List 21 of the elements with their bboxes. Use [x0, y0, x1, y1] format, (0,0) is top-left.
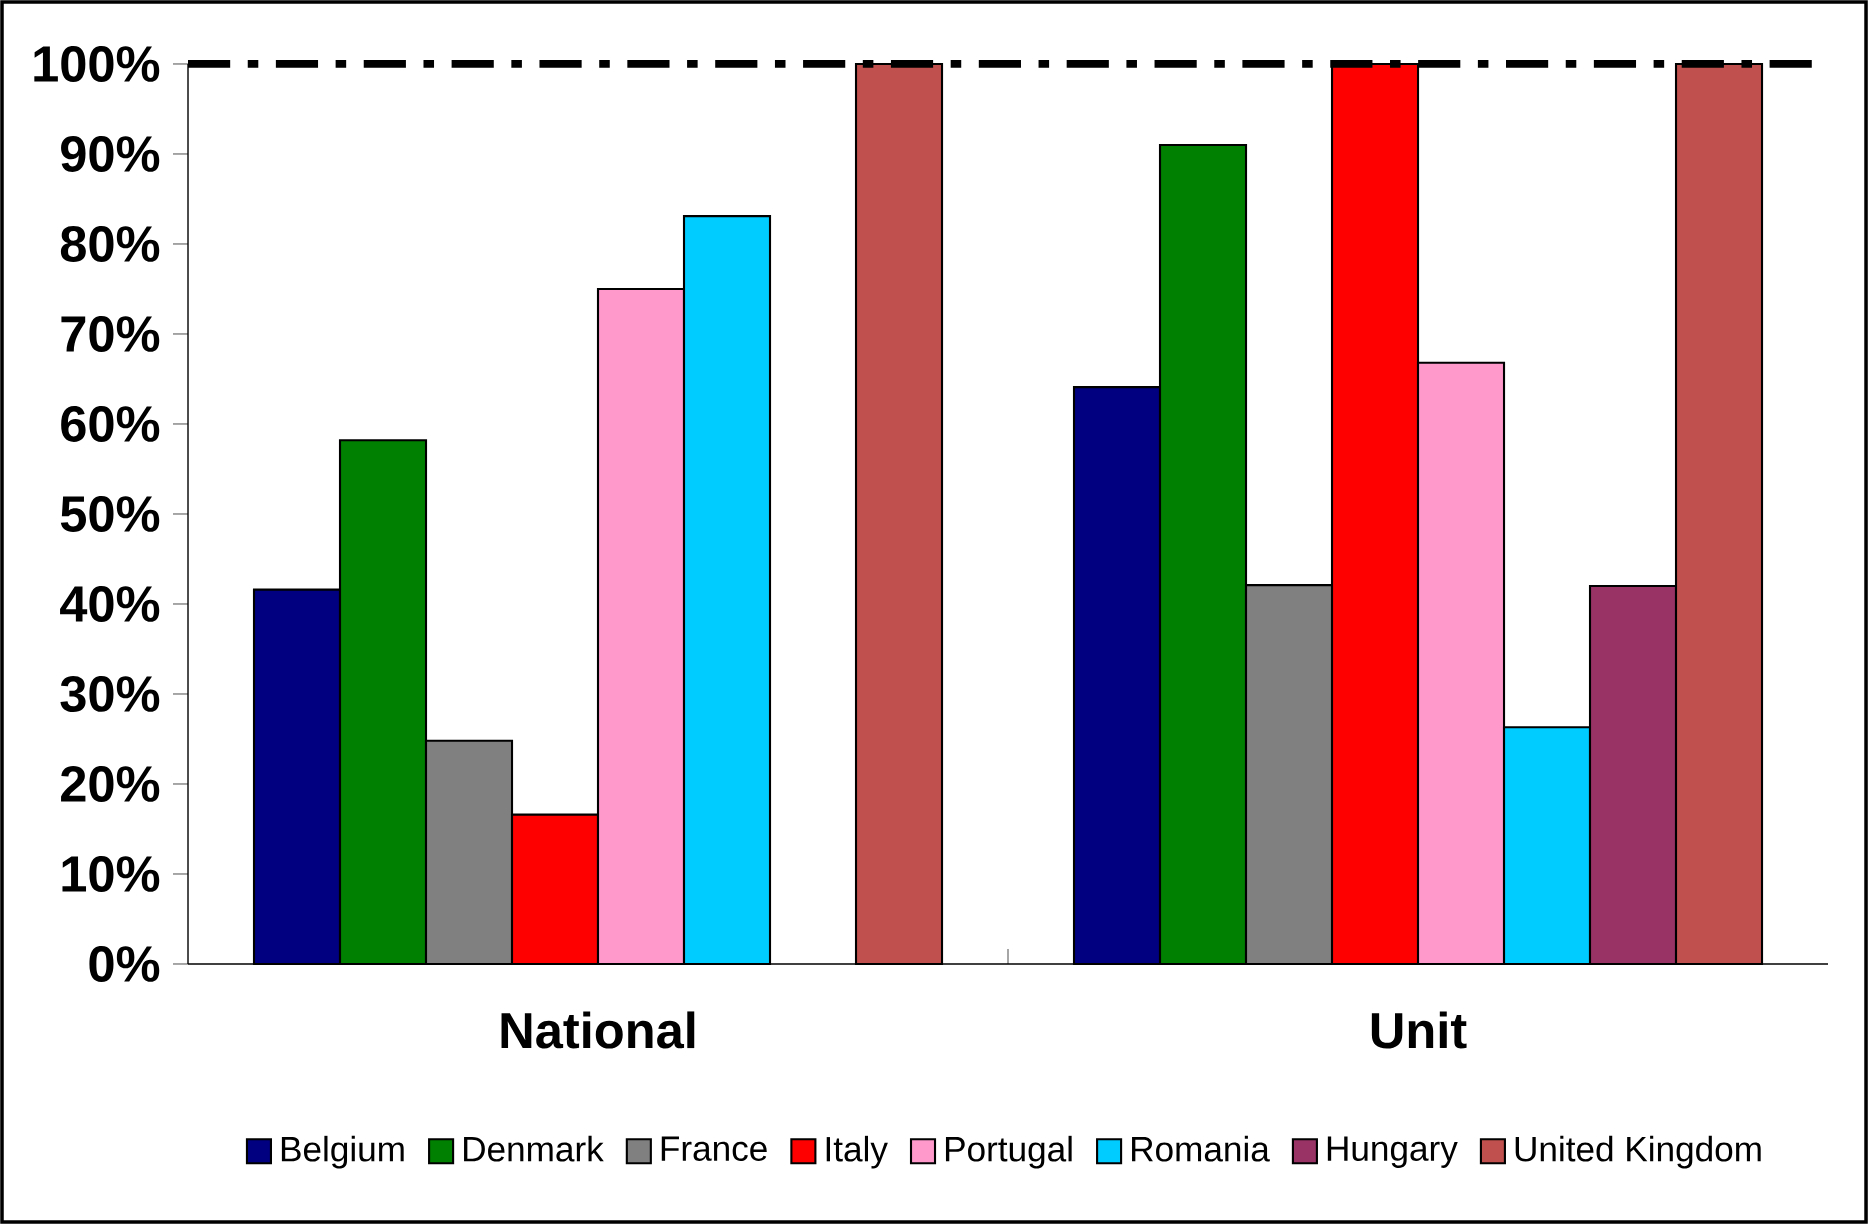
y-tick-label: 50% [60, 496, 160, 532]
legend-label: Italy [826, 1135, 888, 1169]
legend-label: Hungary [1327, 1136, 1458, 1168]
y-tick-label: 30% [60, 676, 160, 712]
legend-label: United Kingdom [1515, 1135, 1761, 1169]
x-tick-label: Unit [1371, 1011, 1467, 1049]
legend-label: Romania [1132, 1135, 1270, 1162]
y-tick-label: 40% [60, 586, 160, 622]
y-tick-label: 70% [61, 316, 160, 352]
y-tick-label: 10% [62, 856, 160, 892]
x-tick-label: National [501, 1011, 695, 1049]
y-tick-label: 0% [89, 946, 160, 982]
legend-label: Portugal [945, 1135, 1072, 1169]
legend-label: Denmark [464, 1135, 604, 1162]
y-tick-label: 90% [61, 136, 160, 172]
y-tick-label: 20% [61, 766, 160, 802]
legend-label: Belgium [281, 1135, 404, 1169]
y-tick-label: 100% [34, 46, 160, 82]
legend-label: France [661, 1136, 767, 1161]
y-tick-label: 60% [61, 406, 160, 442]
y-tick-label: 80% [60, 226, 160, 262]
